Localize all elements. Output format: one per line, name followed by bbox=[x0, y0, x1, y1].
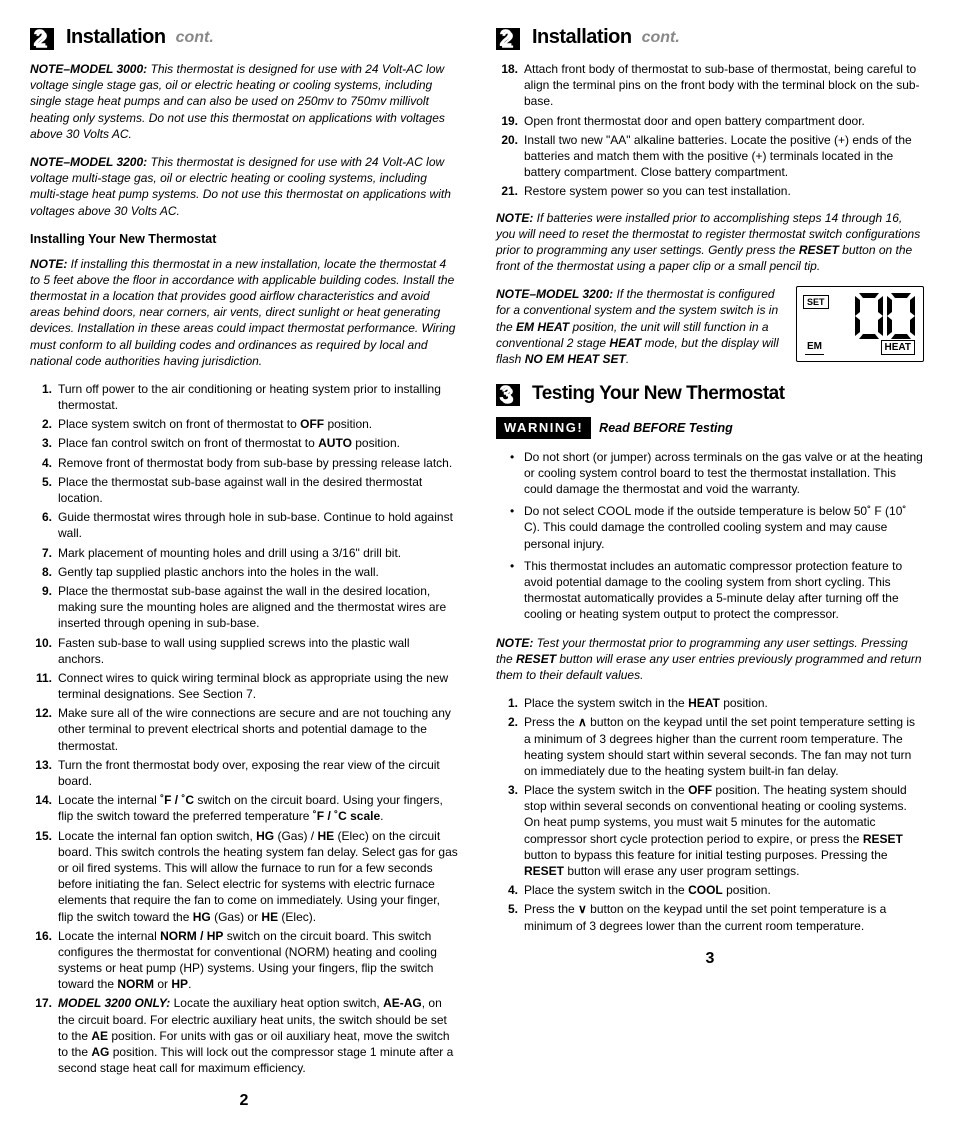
section-number-box: 2 2 bbox=[496, 25, 526, 51]
test-step: Press the ∨ button on the keypad until t… bbox=[496, 901, 924, 933]
right-column: 2 2 Installation cont. Attach front body… bbox=[496, 24, 924, 1112]
install-step: Gently tap supplied plastic anchors into… bbox=[30, 564, 458, 580]
install-subhead: Installing Your New Thermostat bbox=[30, 231, 458, 248]
test-step: Place the system switch in the OFF posit… bbox=[496, 782, 924, 879]
install-step: Open front thermostat door and open batt… bbox=[496, 113, 924, 129]
install-step: Restore system power so you can test ins… bbox=[496, 183, 924, 199]
install-note: NOTE: If installing this thermostat in a… bbox=[30, 256, 458, 369]
page-number-left: 2 bbox=[30, 1090, 458, 1112]
section-number-box: 3 3 bbox=[496, 381, 526, 407]
page-number-right: 3 bbox=[496, 948, 924, 970]
warning-bullet: This thermostat includes an automatic co… bbox=[510, 558, 924, 623]
install-step: Connect wires to quick wiring terminal b… bbox=[30, 670, 458, 702]
section-number-box: 2 2 bbox=[30, 25, 60, 51]
svg-text:2: 2 bbox=[499, 25, 512, 51]
warning-bullet: Do not short (or jumper) across terminal… bbox=[510, 449, 924, 498]
lcd-heat-label: HEAT bbox=[881, 340, 915, 356]
section-3-header: 3 3 Testing Your New Thermostat bbox=[496, 381, 924, 407]
warning-badge: WARNING! bbox=[496, 417, 591, 439]
install-step: Locate the internal NORM / HP switch on … bbox=[30, 928, 458, 993]
note-model-3200: NOTE–MODEL 3200: This thermostat is desi… bbox=[30, 154, 458, 219]
install-step: Turn off power to the air conditioning o… bbox=[30, 381, 458, 413]
test-step: Press the ∧ button on the keypad until t… bbox=[496, 714, 924, 779]
test-note: NOTE: Test your thermostat prior to prog… bbox=[496, 635, 924, 684]
section-subtitle: cont. bbox=[176, 27, 214, 49]
install-step: Fasten sub-base to wall using supplied s… bbox=[30, 635, 458, 667]
note-model-3000: NOTE–MODEL 3000: This thermostat is desi… bbox=[30, 61, 458, 142]
lcd-digits bbox=[855, 293, 917, 339]
svg-text:2: 2 bbox=[33, 25, 46, 51]
warning-bullet: Do not select COOL mode if the outside t… bbox=[510, 503, 924, 552]
battery-note: NOTE: If batteries were installed prior … bbox=[496, 210, 924, 275]
lcd-em-label: EM bbox=[805, 340, 824, 356]
install-step: MODEL 3200 ONLY: Locate the auxiliary he… bbox=[30, 995, 458, 1076]
install-step: Place system switch on front of thermost… bbox=[30, 416, 458, 432]
section-2-header-left: 2 2 Installation cont. bbox=[30, 24, 458, 51]
lcd-set-label: SET bbox=[803, 295, 829, 309]
section-2-header-right: 2 2 Installation cont. bbox=[496, 24, 924, 51]
install-step: Place fan control switch on front of the… bbox=[30, 435, 458, 451]
section-3-title: Testing Your New Thermostat bbox=[532, 381, 785, 407]
test-step: Place the system switch in the HEAT posi… bbox=[496, 695, 924, 711]
warning-bullets: Do not short (or jumper) across terminal… bbox=[510, 449, 924, 623]
warning-row: WARNING! Read BEFORE Testing bbox=[496, 417, 924, 439]
section-title: Installation bbox=[66, 24, 166, 51]
section-subtitle: cont. bbox=[642, 27, 680, 49]
install-step: Place the thermostat sub-base against wa… bbox=[30, 474, 458, 506]
test-steps-list: Place the system switch in the HEAT posi… bbox=[496, 695, 924, 934]
install-step: Install two new "AA" alkaline batteries.… bbox=[496, 132, 924, 181]
install-step: Locate the internal ˚F / ˚C switch on th… bbox=[30, 792, 458, 824]
install-step: Make sure all of the wire connections ar… bbox=[30, 705, 458, 754]
install-steps-cont: Attach front body of thermostat to sub-b… bbox=[496, 61, 924, 200]
warning-subtitle: Read BEFORE Testing bbox=[599, 420, 733, 437]
install-step: Guide thermostat wires through hole in s… bbox=[30, 509, 458, 541]
install-step: Attach front body of thermostat to sub-b… bbox=[496, 61, 924, 110]
section-title: Installation bbox=[532, 24, 632, 51]
install-step: Turn the front thermostat body over, exp… bbox=[30, 757, 458, 789]
install-step: Locate the internal fan option switch, H… bbox=[30, 828, 458, 925]
test-step: Place the system switch in the COOL posi… bbox=[496, 882, 924, 898]
lcd-display-illustration: SET EM HEAT bbox=[796, 286, 924, 362]
install-step: Remove front of thermostat body from sub… bbox=[30, 455, 458, 471]
install-steps-list: Turn off power to the air conditioning o… bbox=[30, 381, 458, 1077]
install-step: Place the thermostat sub-base against th… bbox=[30, 583, 458, 632]
install-step: Mark placement of mounting holes and dri… bbox=[30, 545, 458, 561]
left-column: 2 2 Installation cont. NOTE–MODEL 3000: … bbox=[30, 24, 458, 1112]
svg-text:3: 3 bbox=[499, 381, 512, 407]
model-3200-note-row: NOTE–MODEL 3200: If the thermostat is co… bbox=[496, 286, 924, 367]
